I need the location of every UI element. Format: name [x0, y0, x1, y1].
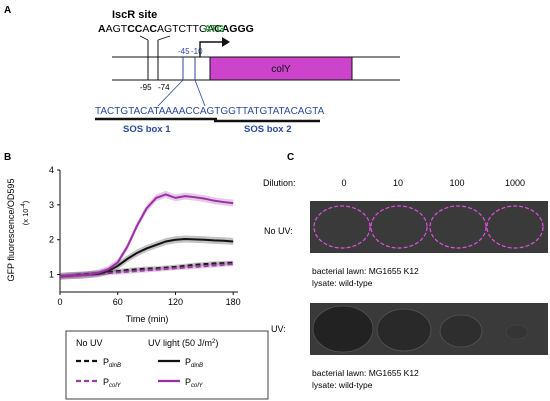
no-uv-label: No UV: [264, 226, 293, 236]
position-74: -74 [158, 83, 170, 92]
legend-box [65, 330, 269, 400]
iscr-site-label: IscR site [112, 9, 157, 21]
panel-a-label: A [4, 5, 11, 16]
no-uv-caption-line1: bacterial lawn: MG1655 K12 [312, 266, 419, 276]
legend-header-no-uv: No UV [76, 338, 103, 348]
uv-caption-line1: bacterial lawn: MG1655 K12 [312, 368, 419, 378]
series-line-colY_UV [59, 193, 234, 278]
y-axis-scale: (x 10-4) [21, 200, 30, 225]
spot-circle-10 [370, 205, 428, 249]
plaque-clearing-100 [439, 314, 483, 348]
iscr-guide-right [157, 35, 171, 41]
legend-label-dinb-uv: PdinB [185, 357, 203, 369]
uv-caption-line2: lysate: wild-type [312, 380, 373, 390]
coly-gene-box [209, 56, 353, 81]
y-tick-label: 1 [49, 270, 54, 280]
panel-b-label: B [4, 152, 11, 163]
plaque-clearing-1000 [505, 324, 529, 340]
dilution-label: Dilution: [263, 178, 296, 188]
sos-box1-label: SOS box 1 [123, 124, 171, 135]
fluorescence-chart: 0 60 120 180 1 2 3 4 [49, 165, 241, 307]
no-uv-plate [310, 201, 548, 253]
uv-label: UV: [271, 324, 286, 334]
sos-sequence: TACTGTACATAAAACCAGTGGTTATGTATACAGTA [95, 106, 325, 117]
arrow-head-icon [222, 37, 230, 47]
transcription-start-arrow [199, 41, 222, 57]
legend-label-dinb-no-uv: PdinB [103, 357, 121, 369]
y-tick-label: 4 [49, 165, 54, 175]
position-10: -10 [191, 47, 203, 56]
y-tick-label: 2 [49, 235, 54, 245]
x-tick-label: 60 [113, 297, 123, 307]
dilution-10: 10 [393, 178, 403, 188]
legend-label-coly-uv: PcolY [185, 377, 204, 389]
spot-circle-0 [313, 205, 371, 249]
position-45: -45 [178, 47, 190, 56]
plaque-clearing-10 [376, 308, 432, 352]
position-95: -95 [140, 83, 152, 92]
sos-guide-left [157, 79, 184, 107]
no-uv-caption-line2: lysate: wild-type [312, 278, 373, 288]
panel-c-label: C [287, 152, 294, 163]
plaque-clearing-0 [312, 305, 374, 353]
dilution-0: 0 [341, 178, 346, 188]
x-tick-label: 180 [226, 297, 241, 307]
x-tick-label: 120 [168, 297, 183, 307]
x-tick-label: 0 [57, 297, 62, 307]
legend-header-uv: UV light (50 J/m2) [148, 338, 218, 348]
spot-circle-100 [429, 205, 487, 249]
atg-label: ATG [204, 24, 225, 35]
y-tick-label: 3 [49, 200, 54, 210]
dilution-1000: 1000 [505, 178, 525, 188]
sos-box2-label: SOS box 2 [244, 124, 292, 135]
legend-label-coly-no-uv: PcolY [103, 377, 122, 389]
spot-circle-1000 [486, 205, 544, 249]
coly-gene-label: colY [271, 64, 291, 75]
x-axis-label: Time (min) [126, 314, 169, 324]
iscr-sequence: AAGTCCACAGTCTTGACAGGG [98, 23, 254, 35]
y-axis-label: GFP fluorescence/OD595 [6, 179, 16, 282]
dilution-100: 100 [449, 178, 464, 188]
sos-guide-right [194, 79, 206, 107]
iscr-guide-left [139, 35, 149, 41]
